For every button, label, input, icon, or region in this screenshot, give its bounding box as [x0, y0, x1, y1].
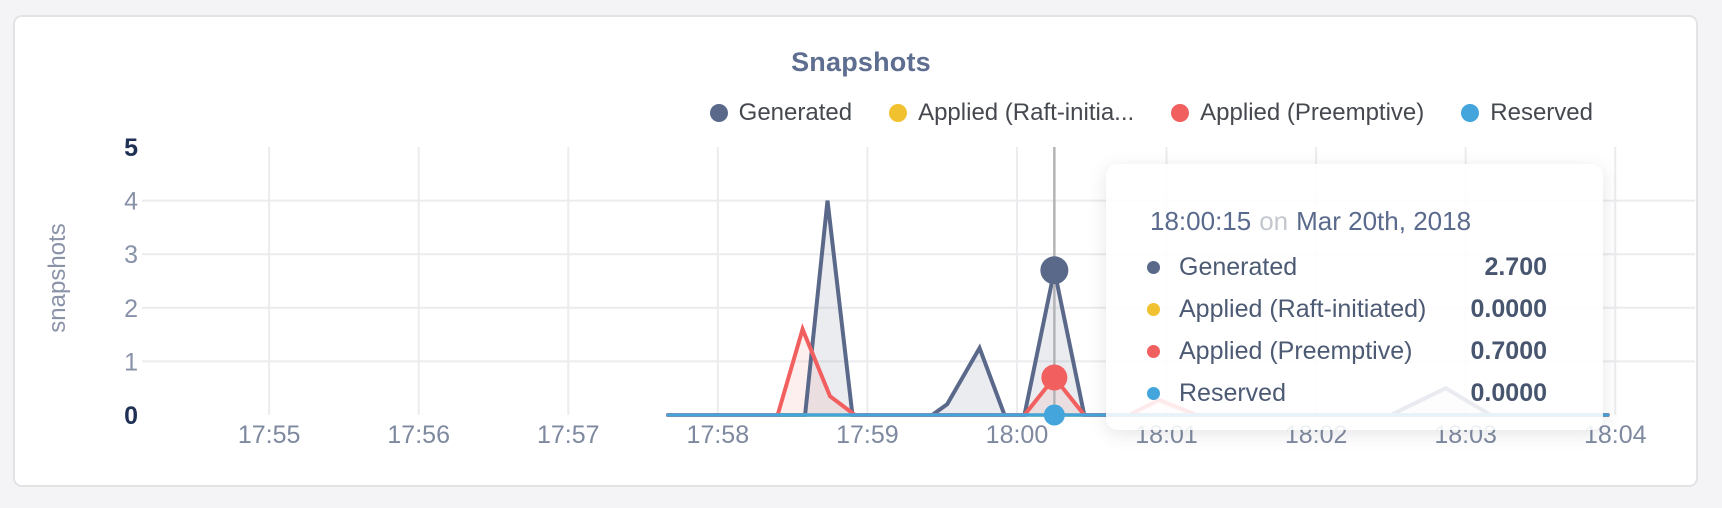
- tooltip-series-label: Applied (Preemptive): [1179, 336, 1413, 365]
- series-dot-icon: [1147, 260, 1160, 274]
- x-tick-label: 17:55: [238, 421, 301, 449]
- tooltip-time: 18:00:15: [1150, 206, 1252, 236]
- legend-dot-icon: [889, 104, 908, 122]
- x-tick-label: 17:59: [836, 421, 899, 449]
- highlight-dot-reserved: [1043, 404, 1065, 426]
- series-dot-icon: [1147, 344, 1160, 358]
- legend-dot-icon: [1461, 104, 1480, 122]
- tooltip-series-label: Applied (Raft-initiated): [1179, 294, 1427, 323]
- tooltip-rows: Generated 2.700 Applied (Raft-initiated)…: [1147, 252, 1547, 407]
- y-tick-label: 3: [124, 241, 138, 269]
- x-tick-label: 18:00: [986, 421, 1049, 449]
- legend-label: Applied (Raft-initia...: [918, 99, 1135, 126]
- legend-dot-icon: [1171, 104, 1190, 122]
- legend-item-applied-raft-initiated: Applied (Raft-initia...: [889, 99, 1134, 127]
- tooltip-row-applied-raft-initiated: Applied (Raft-initiated) 0.0000: [1147, 294, 1547, 323]
- highlight-dot-generated: [1040, 256, 1069, 285]
- tooltip-series-label: Reserved: [1179, 378, 1286, 407]
- chart-legend: Generated Applied (Raft-initia... Applie…: [709, 99, 1593, 127]
- tooltip-series-value: 0.7000: [1470, 336, 1547, 365]
- y-tick-label: 5: [124, 134, 138, 162]
- chart-title: Snapshots: [791, 47, 931, 77]
- tooltip-series-value: 0.0000: [1470, 294, 1547, 323]
- x-tick-label: 17:56: [387, 421, 450, 449]
- tooltip-date: Mar 20th, 2018: [1296, 206, 1472, 236]
- legend-item-applied-preemptive: Applied (Preemptive): [1171, 99, 1424, 127]
- x-tick-label: 17:58: [687, 421, 750, 449]
- legend-label: Applied (Preemptive): [1200, 99, 1425, 126]
- legend-label: Generated: [738, 99, 853, 126]
- tooltip-row-generated: Generated 2.700: [1147, 252, 1547, 281]
- tooltip-row-reserved: Reserved 0.0000: [1147, 378, 1547, 407]
- tooltip-series-label: Generated: [1179, 252, 1298, 281]
- series-dot-icon: [1147, 386, 1160, 400]
- y-tick-label: 2: [124, 295, 138, 323]
- tooltip-series-value: 0.0000: [1470, 378, 1547, 407]
- tooltip-header: 18:00:15 on Mar 20th, 2018: [1150, 206, 1471, 237]
- legend-label: Reserved: [1490, 99, 1593, 126]
- tooltip-row-applied-preemptive: Applied (Preemptive) 0.7000: [1147, 336, 1547, 365]
- legend-item-generated: Generated: [709, 99, 853, 127]
- tooltip-connector: on: [1259, 206, 1289, 236]
- chart-tooltip: 18:00:15 on Mar 20th, 2018 Generated 2.700…: [1106, 164, 1603, 430]
- x-tick-label: 17:57: [537, 421, 600, 449]
- highlight-dot-applied-preemptive: [1041, 364, 1068, 391]
- y-tick-label: 1: [124, 348, 138, 376]
- legend-item-reserved: Reserved: [1461, 99, 1593, 127]
- tooltip-series-value: 2.700: [1484, 252, 1547, 281]
- y-tick-label: 0: [124, 402, 138, 430]
- y-tick-label: 4: [124, 188, 138, 216]
- legend-dot-icon: [709, 104, 728, 122]
- series-dot-icon: [1147, 302, 1160, 316]
